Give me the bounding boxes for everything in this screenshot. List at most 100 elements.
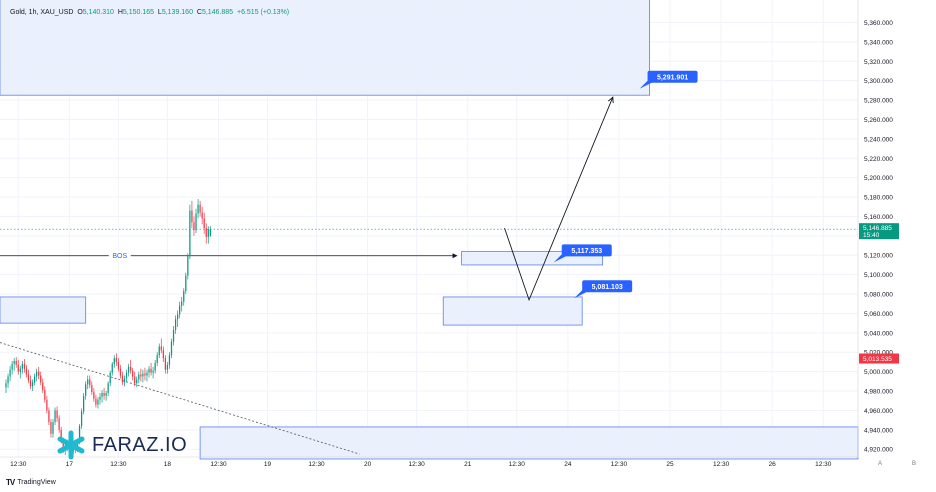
- projection-path: [504, 96, 614, 302]
- candle-body: [9, 369, 11, 377]
- candle-body: [191, 210, 193, 223]
- tradingview-brand: TradingView: [17, 479, 56, 486]
- price-tick-label: 5,180.000: [864, 195, 893, 202]
- current-price-label: 5,146.885: [863, 225, 892, 232]
- price-tick-label: 5,160.000: [864, 214, 893, 221]
- candle-body: [17, 364, 19, 372]
- candle-body: [195, 213, 197, 231]
- candle-body: [144, 373, 146, 376]
- candle-body: [111, 363, 113, 373]
- candle-body: [58, 418, 60, 430]
- candle-body: [87, 379, 89, 385]
- candle-body: [148, 368, 150, 373]
- candle-body: [142, 373, 144, 377]
- symbol-legend: Gold, 1h, XAU_USD O5,140.310 H5,150.165 …: [10, 9, 289, 16]
- legend-high-label: H: [117, 9, 123, 16]
- price-tick-label: 5,100.000: [864, 272, 893, 279]
- zone-rect: [199, 426, 859, 460]
- candle-body: [103, 392, 105, 396]
- candle-body: [156, 355, 158, 363]
- candle-body: [56, 410, 58, 419]
- time-tick-label: 12:30: [308, 461, 325, 468]
- current-price-timer: 15:40: [863, 232, 880, 239]
- time-tick-label: 19: [264, 461, 272, 468]
- time-axis[interactable]: 12:30 17 12:30 18 12:30 19 12:30 20 12:30 21 12:30…: [0, 456, 858, 468]
- legend-low: 5,139.160: [161, 9, 193, 16]
- bos-label: BOS: [112, 253, 127, 260]
- candle-body: [164, 358, 167, 370]
- candle-body: [134, 376, 136, 384]
- faraz-watermark: FARAZ.IO: [56, 430, 187, 460]
- candle-body: [162, 350, 164, 359]
- time-tick-label: 25: [666, 461, 674, 468]
- tradingview-footer: TV TradingView: [6, 478, 56, 487]
- time-tick-label: 12:30: [10, 461, 27, 468]
- callout-box: [561, 244, 612, 257]
- callout-box: [647, 70, 698, 83]
- time-tick-label: 26: [769, 461, 777, 468]
- price-axis[interactable]: 4,920.000 4,940.000 4,960.000 4,980.000 5,00…: [857, 0, 899, 457]
- time-tick-label: 12:30: [509, 461, 526, 468]
- time-tick-label: 12:30: [713, 461, 730, 468]
- candle-body: [187, 256, 189, 276]
- chart-annotations: BOS: [0, 250, 458, 455]
- chart-grid: [0, 0, 858, 457]
- candle-body: [27, 374, 30, 381]
- price-tick-label: 5,040.000: [864, 330, 893, 337]
- candle-body: [203, 218, 205, 229]
- legend-high: 5,150.165: [122, 9, 155, 16]
- candle-body: [132, 370, 134, 377]
- price-tick-label: 5,300.000: [864, 78, 893, 85]
- price-tick-label: 4,960.000: [864, 408, 893, 415]
- callout-pointer: [574, 290, 587, 299]
- price-tick-label: 5,320.000: [864, 59, 893, 66]
- price-tick-label: 5,360.000: [864, 20, 893, 27]
- candle-body: [168, 355, 171, 365]
- candle-body: [119, 368, 122, 376]
- candle-body: [183, 291, 185, 302]
- auto-scale-button[interactable]: A: [878, 461, 883, 467]
- watermark-text: FARAZ.IO: [92, 433, 188, 456]
- candle-body: [62, 440, 64, 450]
- candle-body: [36, 371, 38, 377]
- candle-body: [189, 210, 191, 257]
- time-tick-label: 12:30: [815, 461, 832, 468]
- candle-body: [152, 370, 154, 373]
- candle-body: [40, 375, 42, 383]
- callout-label: 5,081.103: [592, 284, 623, 291]
- price-tick-label: 5,200.000: [864, 175, 893, 182]
- candle-body: [21, 363, 23, 369]
- candle-body: [105, 392, 107, 396]
- candle-body: [52, 422, 54, 434]
- legend-close: 5,146.885: [201, 9, 234, 16]
- time-tick-label: 20: [364, 461, 372, 468]
- price-tick-label: 4,940.000: [864, 427, 893, 434]
- candle-body: [197, 204, 199, 214]
- candle-body: [201, 212, 203, 219]
- candle-body: [13, 360, 15, 364]
- candle-body: [140, 374, 142, 377]
- callout-box: [582, 280, 633, 293]
- price-tick-label: 5,280.000: [864, 98, 893, 105]
- price-tick-label: 5,120.000: [864, 253, 893, 260]
- candle-body: [129, 366, 132, 371]
- candle-body: [7, 376, 9, 384]
- candle-body: [93, 392, 95, 399]
- time-tick-label: 12:30: [611, 461, 628, 468]
- candle-body: [109, 372, 111, 384]
- zone-rect: [442, 296, 583, 326]
- price-tick-label: 5,020.000: [864, 350, 893, 357]
- bos-arrowhead: [452, 253, 458, 259]
- candle-body: [138, 374, 140, 380]
- scale-b-button[interactable]: B: [912, 461, 917, 467]
- candle-body: [125, 372, 128, 379]
- current-price-tag: [859, 223, 899, 240]
- legend-close-label: C: [196, 9, 202, 16]
- price-tick-label: 5,260.000: [864, 117, 893, 124]
- candle-body: [31, 382, 34, 387]
- time-tick-label: 24: [564, 461, 572, 468]
- price-tick-label: 5,220.000: [864, 156, 893, 163]
- candle-body: [46, 399, 48, 411]
- candle-body: [50, 422, 52, 434]
